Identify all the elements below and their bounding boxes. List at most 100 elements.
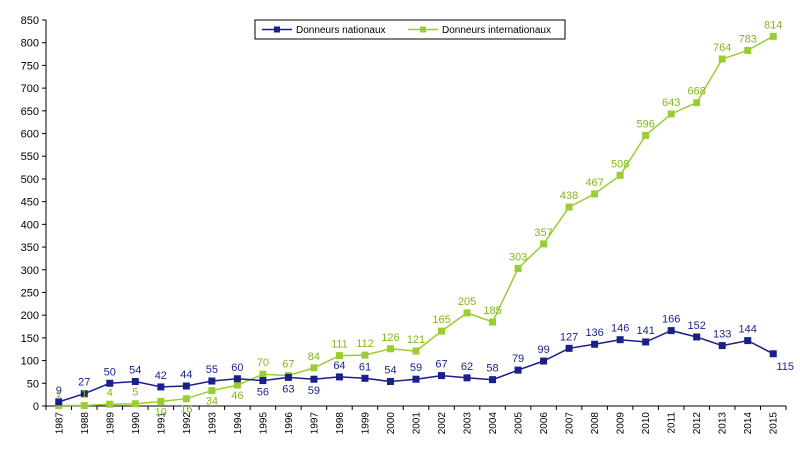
data-label: 596 bbox=[636, 118, 654, 130]
data-point bbox=[335, 352, 343, 360]
data-point bbox=[718, 342, 726, 350]
data-label: 205 bbox=[458, 296, 476, 308]
data-label: 34 bbox=[206, 396, 218, 408]
data-point bbox=[335, 373, 343, 381]
data-label: 54 bbox=[384, 364, 396, 376]
x-tick-label: 2013 bbox=[718, 412, 729, 435]
data-label: 783 bbox=[739, 33, 757, 45]
data-point bbox=[565, 344, 573, 352]
data-point bbox=[489, 318, 497, 326]
data-point bbox=[540, 357, 548, 365]
data-label: 4 bbox=[107, 387, 113, 399]
data-label: 668 bbox=[688, 86, 706, 98]
y-tick-label: 300 bbox=[21, 265, 39, 277]
y-tick-label: 50 bbox=[27, 378, 39, 390]
data-label: 50 bbox=[104, 366, 116, 378]
x-tick-label: 1990 bbox=[131, 412, 142, 435]
x-tick-label: 2008 bbox=[590, 412, 601, 435]
data-label: 67 bbox=[282, 359, 294, 371]
x-tick-label: 1989 bbox=[105, 412, 116, 435]
series-internationaux bbox=[55, 32, 777, 410]
data-label: 46 bbox=[231, 390, 243, 402]
x-tick-label: 2010 bbox=[641, 412, 652, 435]
data-point bbox=[616, 171, 624, 179]
series-nationaux bbox=[55, 327, 777, 406]
data-point bbox=[463, 374, 471, 382]
x-axis: 1987 1988 1989 1990 1991 1992 1993 1994 1995 1996… bbox=[45, 405, 787, 435]
data-label: 16 bbox=[180, 404, 192, 416]
x-tick-label: 2015 bbox=[769, 412, 780, 435]
data-label: 5 bbox=[132, 387, 138, 399]
data-label: 59 bbox=[308, 385, 320, 397]
data-point bbox=[693, 333, 701, 341]
data-label: 58 bbox=[486, 363, 498, 375]
data-point bbox=[769, 350, 777, 358]
x-tick-label: 1988 bbox=[80, 412, 91, 435]
data-point bbox=[744, 46, 752, 54]
data-point bbox=[616, 336, 624, 344]
data-point bbox=[259, 370, 267, 378]
data-point bbox=[565, 203, 573, 211]
data-label: 438 bbox=[560, 190, 578, 202]
x-tick-label: 2012 bbox=[692, 412, 703, 435]
data-label: 141 bbox=[636, 325, 654, 337]
data-point bbox=[386, 377, 394, 385]
y-tick-label: 250 bbox=[21, 287, 39, 299]
data-point bbox=[182, 382, 190, 390]
data-point bbox=[55, 402, 63, 410]
x-tick-label: 1999 bbox=[360, 412, 371, 435]
data-point bbox=[667, 110, 675, 118]
data-point bbox=[591, 190, 599, 198]
data-label: 185 bbox=[483, 305, 501, 317]
data-point bbox=[310, 364, 318, 372]
y-tick-label: 800 bbox=[21, 38, 39, 50]
data-point bbox=[744, 337, 752, 345]
data-label: 79 bbox=[512, 353, 524, 365]
data-label: 1 bbox=[56, 389, 62, 401]
data-label: 121 bbox=[407, 334, 425, 346]
data-point bbox=[386, 345, 394, 353]
data-label: 10 bbox=[155, 406, 167, 418]
data-point bbox=[438, 372, 446, 380]
y-tick-label: 450 bbox=[21, 197, 39, 209]
x-tick-label: 2002 bbox=[437, 412, 448, 435]
data-point bbox=[438, 327, 446, 335]
data-label: 136 bbox=[585, 327, 603, 339]
data-label: 126 bbox=[381, 332, 399, 344]
y-tick-label: 550 bbox=[21, 151, 39, 163]
data-label: 61 bbox=[359, 361, 371, 373]
data-label: 1 bbox=[81, 389, 87, 401]
y-tick-label: 0 bbox=[33, 401, 39, 413]
data-label: 144 bbox=[739, 324, 757, 336]
y-tick-label: 700 bbox=[21, 83, 39, 95]
data-point bbox=[514, 264, 522, 272]
data-point bbox=[233, 375, 241, 383]
data-point bbox=[208, 387, 216, 395]
data-label: 63 bbox=[282, 383, 294, 395]
data-point bbox=[693, 99, 701, 107]
data-point bbox=[540, 240, 548, 248]
data-point bbox=[182, 395, 190, 403]
legend: Donneurs nationaux Donneurs internationa… bbox=[254, 19, 566, 40]
x-tick-label: 2001 bbox=[412, 412, 423, 435]
y-tick-label: 350 bbox=[21, 242, 39, 254]
data-point bbox=[361, 374, 369, 382]
x-tick-label: 2005 bbox=[514, 412, 525, 435]
data-label: 62 bbox=[461, 361, 473, 373]
data-label: 55 bbox=[206, 364, 218, 376]
data-point bbox=[667, 327, 675, 335]
y-tick-label: 150 bbox=[21, 333, 39, 345]
data-label: 303 bbox=[509, 251, 527, 263]
data-label: 59 bbox=[410, 362, 422, 374]
y-tick-label: 750 bbox=[21, 60, 39, 72]
data-label: 84 bbox=[308, 351, 320, 363]
x-tick-label: 2009 bbox=[616, 412, 627, 435]
data-point bbox=[412, 347, 420, 355]
data-point bbox=[157, 383, 165, 391]
y-tick-label: 650 bbox=[21, 106, 39, 118]
data-point bbox=[642, 131, 650, 139]
y-axis: 0 50 100 150 200 250 300 350 400 450 500 550 600 650 7… bbox=[21, 15, 47, 413]
data-point bbox=[284, 373, 292, 381]
